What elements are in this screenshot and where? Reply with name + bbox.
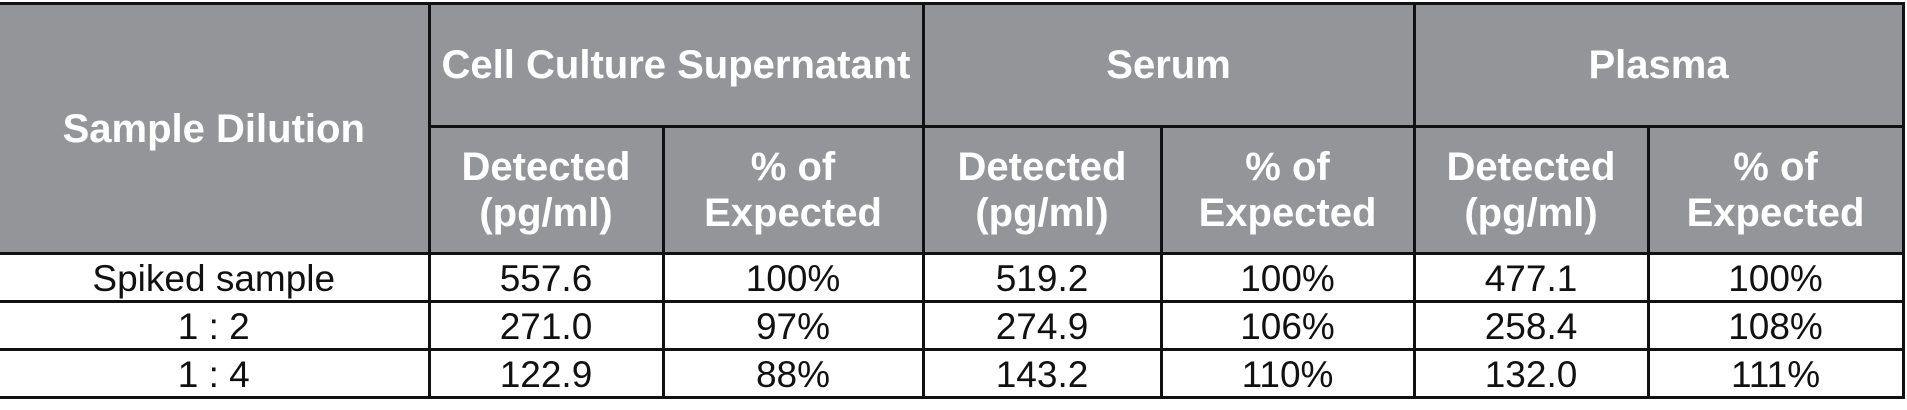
row-label: 1 : 2 (0, 300, 431, 351)
table-row: 1 : 4 122.9 88% 143.2 110% 132.0 111% (0, 348, 1905, 399)
subheader: Detected (pg/ml) (427, 125, 665, 255)
group-header: Cell Culture Supernatant (427, 2, 925, 128)
cell: 110% (1159, 348, 1416, 399)
cell: 88% (661, 348, 925, 399)
group-header: Serum (921, 2, 1416, 128)
subheader-row: Detected (pg/ml)% of Expected Detected (p… (0, 125, 1905, 255)
cell: 258.4 (1412, 300, 1650, 351)
subheader: Detected (pg/ml) (1412, 125, 1650, 255)
cell: 477.1 (1412, 252, 1650, 303)
cell: 106% (1159, 300, 1416, 351)
subheader: Detected (pg/ml) (921, 125, 1163, 255)
cell: 100% (661, 252, 925, 303)
cell: 122.9 (427, 348, 665, 399)
cell: 100% (1646, 252, 1905, 303)
cell: 557.6 (427, 252, 665, 303)
cell: 100% (1159, 252, 1416, 303)
cell: 111% (1646, 348, 1905, 399)
row-label: Spiked sample (0, 252, 431, 303)
subheader: % of Expected (1646, 125, 1905, 255)
cell: 274.9 (921, 300, 1163, 351)
table-row: Spiked sample 557.6 100% 519.2 100% 477.1 100% (0, 252, 1905, 303)
table-row: 1 : 2 271.0 97% 274.9 106% 258.4 108% (0, 300, 1905, 351)
group-header: Plasma (1412, 2, 1905, 128)
cell: 132.0 (1412, 348, 1650, 399)
cell: 108% (1646, 300, 1905, 351)
row-label: 1 : 4 (0, 348, 431, 399)
cell: 143.2 (921, 348, 1163, 399)
table-body: Spiked sample 557.6 100% 519.2 100% 477.1 100%… (0, 252, 1905, 399)
cell: 519.2 (921, 252, 1163, 303)
cell: 97% (661, 300, 925, 351)
data-table: Sample Dilution Cell Culture Supernatant… (0, 2, 1905, 399)
cell: 271.0 (427, 300, 665, 351)
subheader: % of Expected (661, 125, 925, 255)
header-row: Sample Dilution Cell Culture Supernatant… (0, 2, 1905, 255)
corner-header: Sample Dilution (0, 2, 431, 255)
subheader: % of Expected (1159, 125, 1416, 255)
